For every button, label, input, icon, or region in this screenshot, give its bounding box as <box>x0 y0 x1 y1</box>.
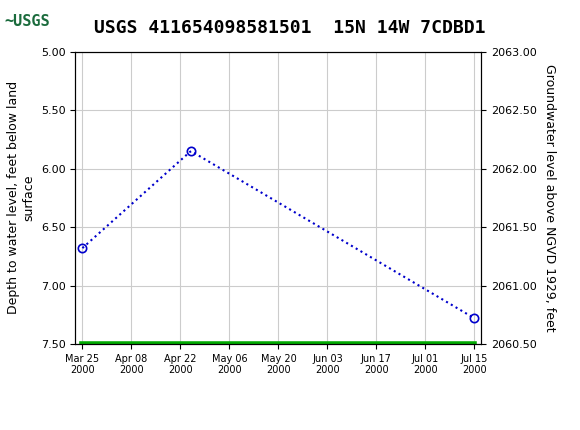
Y-axis label: Groundwater level above NGVD 1929, feet: Groundwater level above NGVD 1929, feet <box>542 64 556 332</box>
Text: USGS 411654098581501  15N 14W 7CDBD1: USGS 411654098581501 15N 14W 7CDBD1 <box>94 19 486 37</box>
FancyBboxPatch shape <box>3 3 78 40</box>
Y-axis label: Depth to water level, feet below land
surface: Depth to water level, feet below land su… <box>8 81 35 314</box>
Text: ~USGS: ~USGS <box>4 14 50 29</box>
